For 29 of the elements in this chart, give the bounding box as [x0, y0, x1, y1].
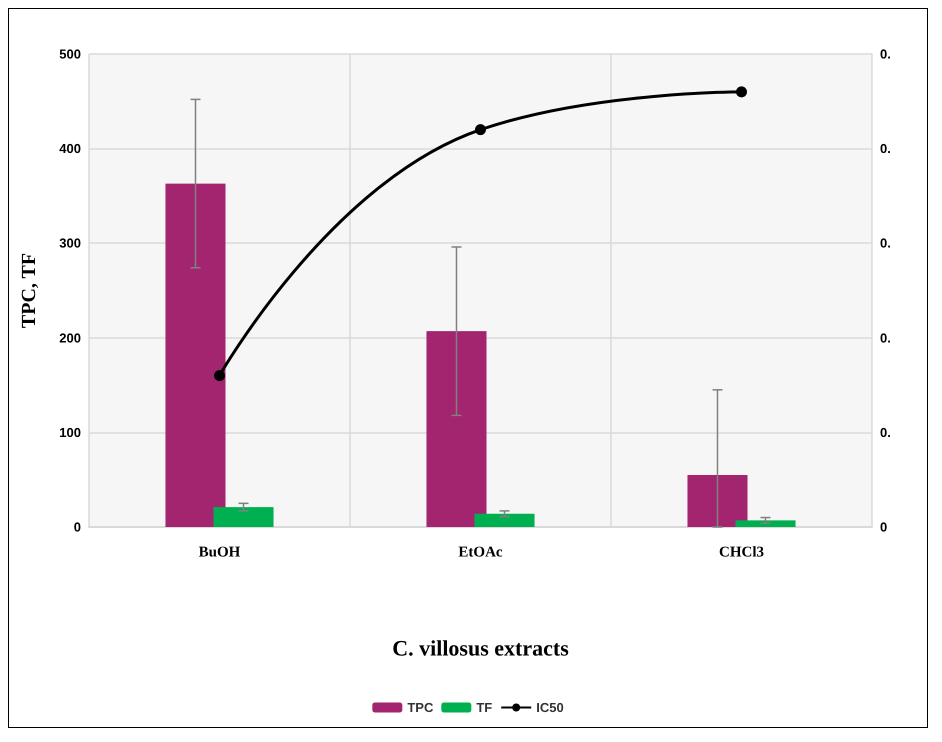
legend-label: TPC: [407, 700, 434, 715]
legend-label: TF: [476, 700, 492, 715]
bar: [213, 507, 274, 527]
x-tick-label: BuOH: [198, 544, 241, 560]
y-tick-label: 200: [59, 330, 81, 346]
point: [214, 370, 225, 382]
y2-tick-label: 0: [880, 520, 888, 534]
y2-tick-label: 0.: [880, 46, 891, 62]
bar: [474, 514, 535, 527]
x-tick-label: CHCl3: [719, 544, 764, 560]
point: [475, 124, 486, 136]
legend-label: IC50: [536, 700, 564, 715]
bar: [165, 184, 226, 527]
point: [736, 86, 747, 98]
bar: [735, 520, 796, 527]
y-tick-label: 400: [59, 141, 81, 156]
bar: [426, 331, 487, 527]
y-tick-label: 500: [59, 46, 81, 62]
y-tick-label: 100: [59, 424, 81, 440]
y2-tick-label: 0.: [880, 141, 891, 156]
x-axis-title: C. villosus extracts: [392, 636, 570, 660]
y-tick-label: 300: [59, 236, 81, 251]
y-tick-label: 0: [74, 520, 81, 534]
y-axis-title: TPC, TF: [18, 252, 40, 328]
y2-tick-label: 0.: [880, 330, 891, 346]
y2-tick-label: 0.: [880, 424, 891, 440]
bar: [687, 474, 748, 527]
y2-tick-label: 0.: [880, 236, 891, 251]
x-tick-label: EtOAc: [458, 544, 503, 560]
